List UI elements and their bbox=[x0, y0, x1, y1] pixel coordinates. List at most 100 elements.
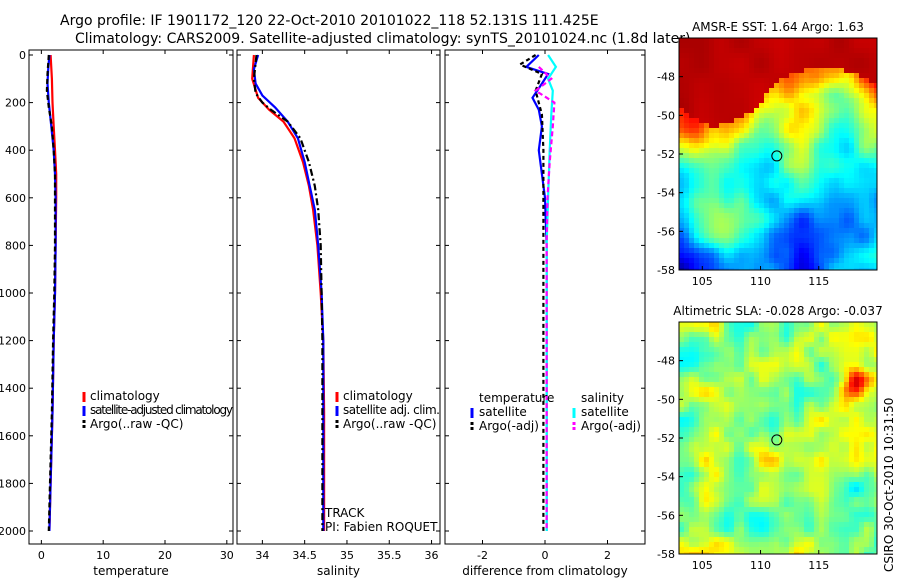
heatmap-cell bbox=[829, 128, 835, 134]
temperature-xtick-label: 0 bbox=[38, 549, 45, 562]
heatmap-cell bbox=[829, 268, 835, 270]
heatmap-cell bbox=[854, 422, 860, 428]
heatmap-cell bbox=[849, 367, 855, 373]
heatmap-cell bbox=[704, 352, 710, 358]
heatmap-cell bbox=[834, 108, 840, 114]
heatmap-cell bbox=[744, 53, 750, 59]
heatmap-cell bbox=[729, 98, 735, 104]
heatmap-cell bbox=[839, 203, 845, 209]
heatmap-cell bbox=[704, 372, 710, 378]
heatmap-cell bbox=[809, 472, 815, 478]
heatmap-cell bbox=[814, 332, 820, 338]
heatmap-cell bbox=[734, 58, 740, 64]
heatmap-cell bbox=[874, 322, 877, 328]
heatmap-cell bbox=[844, 173, 850, 179]
heatmap-cell bbox=[694, 198, 700, 204]
heatmap-cell bbox=[694, 83, 700, 89]
heatmap-cell bbox=[799, 248, 805, 254]
heatmap-cell bbox=[729, 118, 735, 124]
heatmap-cell bbox=[694, 138, 700, 144]
heatmap-cell bbox=[839, 322, 845, 328]
heatmap-cell bbox=[744, 38, 750, 44]
heatmap-cell bbox=[709, 457, 715, 463]
heatmap-cell bbox=[679, 123, 685, 129]
heatmap-cell bbox=[854, 352, 860, 358]
heatmap-cell bbox=[739, 552, 745, 554]
heatmap-cell bbox=[744, 552, 750, 554]
heatmap-cell bbox=[839, 327, 845, 333]
heatmap-cell bbox=[679, 268, 685, 270]
heatmap-cell bbox=[699, 78, 705, 84]
heatmap-cell bbox=[754, 88, 760, 94]
heatmap-cell bbox=[814, 547, 820, 553]
heatmap-cell bbox=[789, 88, 795, 94]
heatmap-cell bbox=[799, 532, 805, 538]
heatmap-cell bbox=[844, 228, 850, 234]
heatmap-cell bbox=[724, 507, 730, 513]
heatmap-cell bbox=[694, 243, 700, 249]
heatmap-cell bbox=[684, 347, 690, 353]
heatmap-cell bbox=[799, 547, 805, 553]
heatmap-cell bbox=[694, 322, 700, 328]
heatmap-cell bbox=[859, 63, 865, 69]
heatmap-cell bbox=[709, 487, 715, 493]
heatmap-cell bbox=[709, 173, 715, 179]
heatmap-cell bbox=[814, 268, 820, 270]
heatmap-cell bbox=[839, 73, 845, 79]
heatmap-cell bbox=[709, 347, 715, 353]
heatmap-cell bbox=[784, 158, 790, 164]
heatmap-cell bbox=[844, 357, 850, 363]
heatmap-cell bbox=[684, 118, 690, 124]
heatmap-cell bbox=[844, 532, 850, 538]
sla-map-ytick-label: -54 bbox=[657, 471, 675, 484]
heatmap-cell bbox=[859, 68, 865, 74]
heatmap-cell bbox=[689, 407, 695, 413]
heatmap-cell bbox=[734, 218, 740, 224]
heatmap-cell bbox=[759, 357, 765, 363]
heatmap-cell bbox=[764, 133, 770, 139]
figure-title-line2: Climatology: CARS2009. Satellite-adjuste… bbox=[75, 31, 690, 47]
heatmap-cell bbox=[824, 342, 830, 348]
sst-map-heatmap-cells bbox=[679, 38, 877, 270]
heatmap-cell bbox=[689, 68, 695, 74]
heatmap-cell bbox=[804, 268, 810, 270]
heatmap-cell bbox=[704, 462, 710, 468]
heatmap-cell bbox=[689, 183, 695, 189]
heatmap-cell bbox=[869, 148, 875, 154]
heatmap-cell bbox=[689, 502, 695, 508]
heatmap-cell bbox=[709, 337, 715, 343]
heatmap-cell bbox=[864, 517, 870, 523]
heatmap-cell bbox=[729, 347, 735, 353]
heatmap-cell bbox=[779, 537, 785, 543]
heatmap-cell bbox=[714, 43, 720, 49]
heatmap-cell bbox=[874, 88, 877, 94]
heatmap-cell bbox=[744, 337, 750, 343]
heatmap-cell bbox=[794, 392, 800, 398]
heatmap-cell bbox=[689, 432, 695, 438]
heatmap-cell bbox=[819, 342, 825, 348]
heatmap-cell bbox=[794, 268, 800, 270]
heatmap-cell bbox=[724, 442, 730, 448]
heatmap-cell bbox=[749, 158, 755, 164]
heatmap-cell bbox=[729, 352, 735, 358]
heatmap-cell bbox=[844, 203, 850, 209]
heatmap-cell bbox=[739, 63, 745, 69]
heatmap-cell bbox=[769, 123, 775, 129]
heatmap-cell bbox=[819, 392, 825, 398]
heatmap-cell bbox=[679, 48, 685, 54]
heatmap-cell bbox=[824, 452, 830, 458]
heatmap-cell bbox=[739, 327, 745, 333]
heatmap-cell bbox=[739, 502, 745, 508]
heatmap-cell bbox=[774, 143, 780, 149]
heatmap-cell bbox=[679, 233, 685, 239]
heatmap-cell bbox=[849, 517, 855, 523]
heatmap-cell bbox=[784, 532, 790, 538]
heatmap-cell bbox=[854, 123, 860, 129]
heatmap-cell bbox=[709, 103, 715, 109]
heatmap-cell bbox=[704, 457, 710, 463]
heatmap-cell bbox=[679, 83, 685, 89]
heatmap-cell bbox=[684, 48, 690, 54]
heatmap-cell bbox=[759, 268, 765, 270]
heatmap-cell bbox=[779, 203, 785, 209]
heatmap-cell bbox=[864, 532, 870, 538]
